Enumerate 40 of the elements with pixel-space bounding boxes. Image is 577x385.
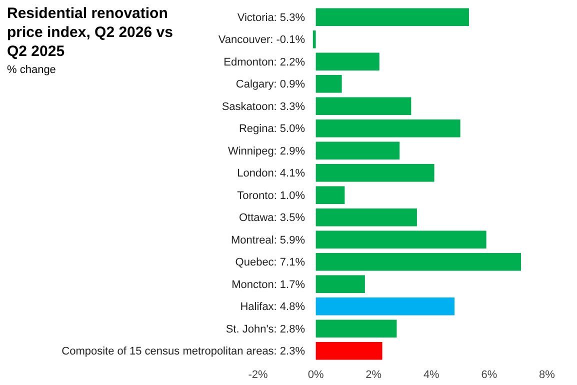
bar [312, 30, 316, 48]
bar [316, 97, 412, 116]
bar [316, 74, 342, 93]
y-tick-label: St. John's: 2.8% [226, 323, 306, 336]
bar [316, 142, 400, 160]
x-tick-label: 8% [539, 369, 556, 381]
bar [316, 342, 382, 360]
y-tick-label: Saskatoon: 3.3% [222, 100, 306, 113]
y-tick-label: London: 4.1% [237, 168, 306, 180]
y-tick-label: Composite of 15 census metropolitan areas: 2.3% [62, 346, 306, 358]
y-tick-label: Victoria: 5.3% [237, 12, 306, 24]
bar [316, 230, 486, 249]
y-tick-label: Moncton: 1.7% [232, 278, 306, 291]
y-tick-label: Regina: 5.0% [238, 123, 306, 136]
y-tick-label: Toronto: 1.0% [237, 190, 306, 202]
bar [316, 208, 417, 226]
bar [316, 52, 380, 71]
y-tick-label: Quebec: 7.1% [235, 256, 306, 269]
bar [316, 275, 365, 294]
y-tick-label: Vancouver: -0.1% [218, 34, 306, 46]
x-tick-label: 0% [308, 369, 324, 381]
bar [316, 320, 397, 338]
y-tick-label: Calgary: 0.9% [236, 78, 306, 91]
x-tick-label: -2% [248, 369, 268, 381]
bar [316, 8, 469, 26]
y-tick-label: Halifax: 4.8% [240, 301, 306, 314]
bar [316, 186, 345, 204]
bar [316, 297, 455, 316]
x-tick-label: 2% [366, 369, 382, 381]
text: % change [7, 64, 56, 76]
x-tick-label: 6% [481, 369, 498, 381]
x-tick-label: 4% [423, 369, 440, 381]
y-tick-label: Montreal: 5.9% [231, 234, 306, 246]
y-tick-label: Winnipeg: 2.9% [228, 145, 306, 158]
text: Residential renovation price index, Q2 2026 vs Q2 2025 [7, 5, 173, 60]
y-tick-label: Ottawa: 3.5% [238, 212, 306, 224]
bar [316, 119, 460, 138]
y-tick-label: Edmonton: 2.2% [224, 56, 306, 68]
bar [316, 252, 521, 271]
bar [316, 164, 434, 182]
